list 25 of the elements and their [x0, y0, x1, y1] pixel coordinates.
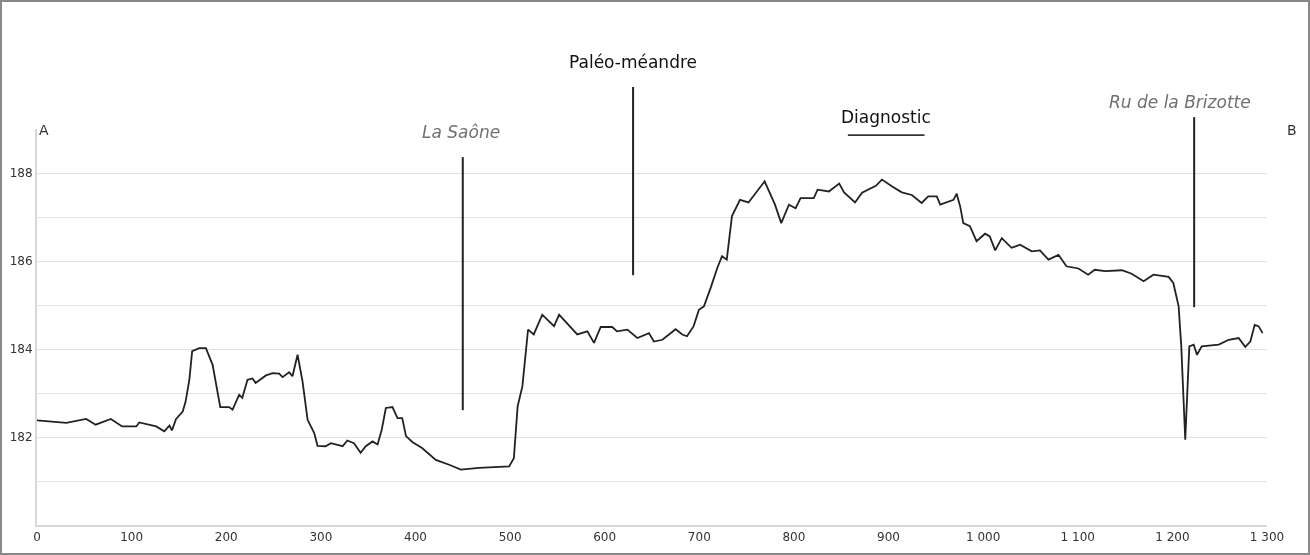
y-tick-label: 188 — [9, 166, 33, 181]
y-tick-label: 184 — [9, 342, 33, 357]
x-tick-label: 900 — [877, 530, 900, 545]
x-tick-label: 1 100 — [1060, 530, 1095, 545]
x-tick-label: 1 200 — [1155, 530, 1190, 545]
x-tick-label: 1 300 — [1249, 530, 1285, 545]
y-tick-label: 182 — [9, 430, 33, 445]
line-series — [37, 178, 1264, 471]
x-tick-label: 400 — [404, 530, 427, 545]
annotation: A — [39, 122, 49, 138]
x-tick-label: 700 — [687, 530, 711, 545]
series-label: Diagnostic — [841, 107, 931, 127]
x-tick-label: 1 000 — [965, 530, 1001, 545]
ref-line-label: La Saône — [422, 122, 501, 142]
x-tick-label: 600 — [593, 530, 617, 545]
text: B — [1287, 122, 1297, 138]
x-tick-label: 300 — [309, 530, 333, 545]
x-tick-label: 500 — [498, 530, 522, 545]
x-tick-label: 100 — [120, 530, 144, 545]
x-tick-label: 0 — [33, 530, 41, 545]
ref-line-label: Ru de la Brizotte — [1109, 92, 1251, 112]
x-tick-label: 200 — [214, 530, 238, 545]
ref-line-label: Paléo-méandre — [569, 52, 698, 72]
x-tick-label: 800 — [782, 530, 806, 545]
y-tick-label: 186 — [9, 254, 33, 269]
